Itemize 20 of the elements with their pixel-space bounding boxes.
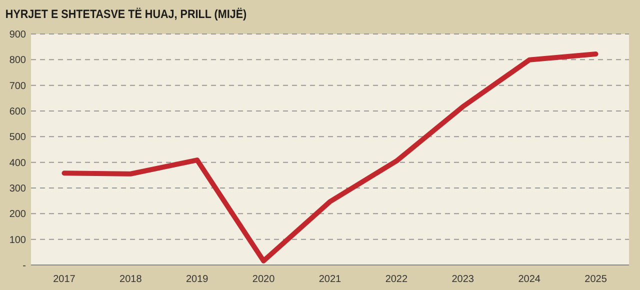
- y-tick-label: 500: [9, 132, 26, 144]
- x-tick-label: 2017: [53, 274, 76, 285]
- x-tick-label: 2019: [186, 274, 209, 285]
- y-tick-label: 900: [9, 30, 26, 40]
- x-tick-label: 2022: [385, 274, 408, 285]
- x-tick-label: 2025: [584, 274, 608, 285]
- x-tick-label: 2020: [252, 274, 276, 285]
- x-tick-label: 2021: [318, 274, 342, 285]
- x-tick-label: 2023: [452, 274, 474, 285]
- y-tick-label: 600: [9, 106, 26, 118]
- y-tick-label: 400: [9, 158, 26, 169]
- y-tick-label: 700: [9, 80, 26, 92]
- x-tick-label: 2024: [518, 274, 541, 285]
- x-tick-label: 2018: [120, 274, 142, 285]
- y-tick-label: 300: [9, 184, 26, 194]
- y-tick-label: 100: [9, 234, 26, 246]
- chart-title: HYRJET E SHTETASVE TË HUAJ, PRILL (MIJË): [5, 7, 247, 22]
- y-tick-label: -: [22, 260, 26, 272]
- y-tick-label: 800: [9, 55, 26, 66]
- y-tick-label: 200: [9, 209, 26, 220]
